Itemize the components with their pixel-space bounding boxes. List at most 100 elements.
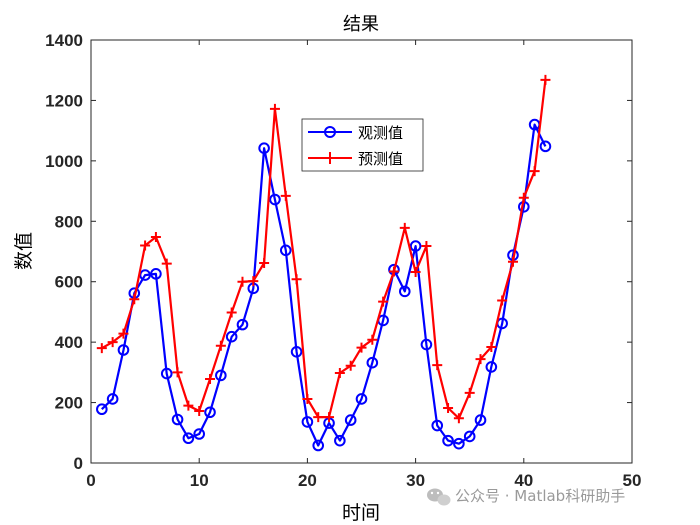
watermark: 公众号 · Matlab科研助手 [427,487,625,506]
data-point-predicted [248,276,259,287]
data-point-predicted [464,387,475,398]
data-point-predicted [107,337,118,348]
data-point-observed [334,434,346,447]
data-point-observed [355,393,368,405]
legend-marker-predicted [324,152,336,164]
legend-label-observed: 观测值 [358,124,403,142]
data-point-observed [204,406,216,419]
data-point-observed [463,430,476,443]
data-point-observed [366,356,379,369]
series-layer [96,74,552,452]
data-point-predicted [150,231,161,242]
y-tick-label: 400 [55,333,83,352]
data-point-predicted [378,296,389,307]
y-tick-label: 600 [55,273,83,292]
data-point-predicted [443,403,454,414]
data-point-observed [269,193,281,206]
data-point-observed [442,434,454,447]
data-point-predicted [367,334,378,345]
data-point-predicted [118,328,129,339]
series-line-predicted [101,79,547,420]
data-point-observed [398,285,411,298]
data-point-predicted [356,342,367,353]
data-point-observed [171,413,184,426]
y-tick-label: 1400 [45,31,83,50]
data-point-predicted [453,413,464,424]
x-tick-label: 0 [86,471,95,490]
data-point-predicted [172,367,183,378]
data-point-predicted [215,340,226,351]
data-point-observed [409,240,422,252]
data-point-predicted [410,267,421,278]
legend-entry-observed: 观测值 [308,124,403,142]
legend-entry-predicted: 预测值 [308,150,403,168]
legend-label-predicted: 预测值 [358,150,403,168]
data-point-observed [160,367,173,380]
data-point-predicted [399,222,410,233]
x-tick-label: 20 [298,471,317,490]
data-point-predicted [540,74,551,85]
legend-box [301,118,424,172]
watermark-text: 公众号 · Matlab科研助手 [455,487,625,505]
data-point-observed [150,268,162,280]
series-line-observed [101,123,547,447]
series-predicted [96,74,551,424]
x-tick-label: 40 [514,471,533,490]
data-point-observed [215,369,227,382]
data-point-observed [312,439,325,452]
data-point-predicted [259,257,270,268]
data-point-observed [139,269,151,281]
x-tick-label: 10 [190,471,209,490]
legend-marker-observed [324,126,336,138]
data-point-predicted [96,343,107,354]
chart-title: 结果 [343,14,379,35]
data-point-observed [474,414,487,426]
legend: 观测值 预测值 [301,118,424,172]
data-point-observed [453,437,465,450]
data-point-observed [301,416,314,428]
data-point-predicted [140,240,151,251]
data-point-observed [225,330,238,343]
data-point-observed [258,142,270,154]
data-point-predicted [129,294,140,305]
y-axis-label: 数值 [13,232,35,270]
data-point-observed [236,318,249,331]
data-point-observed [117,344,130,356]
axes: 0 10 20 30 40 50 0 200 400 600 800 1000 1200 1400 [45,31,641,490]
y-tick-label: 1200 [45,91,83,110]
data-point-predicted [421,241,432,252]
series-observed [96,118,552,452]
data-point-predicted [302,393,313,404]
data-point-observed [106,393,119,405]
y-tick-label: 800 [55,212,83,231]
data-point-predicted [161,258,172,269]
data-point-predicted [334,367,345,378]
data-point-predicted [432,360,443,371]
data-point-predicted [205,374,216,385]
y-tick-label: 0 [74,454,83,473]
data-point-observed [182,432,195,445]
data-point-observed [539,140,552,153]
data-point-observed [344,414,357,426]
x-tick-label: 30 [406,471,425,490]
y-tick-label: 1000 [45,152,83,171]
data-point-predicted [324,412,335,423]
x-tick-label: 50 [623,471,642,490]
data-point-predicted [269,103,280,114]
data-point-observed [193,428,205,440]
data-point-predicted [313,412,324,423]
x-axis-label: 时间 [342,502,380,524]
data-point-observed [485,361,498,373]
data-point-observed [279,244,292,257]
data-point-predicted [497,295,508,306]
data-point-predicted [194,406,205,417]
data-point-predicted [486,341,497,352]
data-point-predicted [518,192,529,203]
data-point-predicted [183,400,194,411]
data-point-predicted [388,266,399,277]
data-point-predicted [237,276,248,287]
data-point-predicted [345,360,356,371]
data-point-observed [420,338,433,351]
data-point-predicted [475,354,486,365]
